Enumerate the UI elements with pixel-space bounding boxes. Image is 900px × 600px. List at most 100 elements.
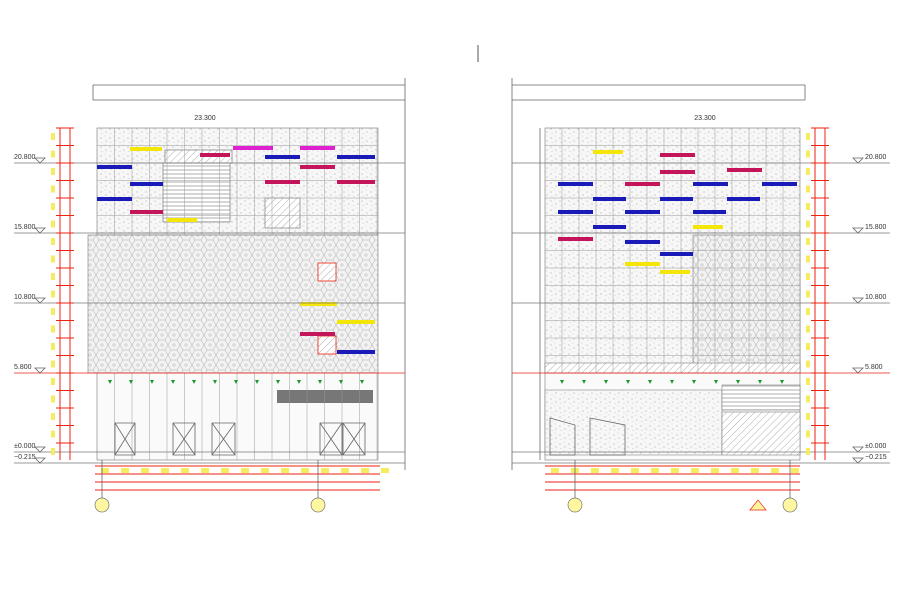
dimension-text <box>201 468 209 473</box>
roof-lines <box>511 78 806 470</box>
facade-bar <box>693 210 726 214</box>
perforated-zone <box>692 234 801 374</box>
axis-bubble <box>310 497 326 513</box>
dimension-text <box>51 168 55 175</box>
facade-bar <box>625 210 660 214</box>
dimension-text <box>806 290 810 298</box>
red-hatched-panel <box>317 335 337 355</box>
dimension-text <box>51 185 55 193</box>
level-label: 10.800 <box>865 294 887 301</box>
facade-bar <box>200 153 230 157</box>
dimension-text <box>51 378 55 385</box>
dimension-text <box>51 220 55 228</box>
hatched-panel <box>264 197 301 229</box>
dimension-text <box>771 468 779 473</box>
door <box>114 422 136 456</box>
level-label: 20.800 <box>865 154 887 161</box>
dimension-text <box>731 468 739 473</box>
dimension-text <box>321 468 329 473</box>
right-elevation: 23.300 <box>511 78 806 470</box>
dimension-text <box>51 448 55 455</box>
facade-bar <box>97 165 132 169</box>
dimension-text <box>51 150 55 158</box>
level-symbol <box>34 367 46 374</box>
level-symbol <box>34 446 46 453</box>
facade-bar <box>337 155 375 159</box>
dimension-text <box>241 468 249 473</box>
facade-bar <box>660 197 693 201</box>
facade-bar <box>167 218 197 222</box>
dimension-text <box>806 395 810 403</box>
dimension-text <box>51 273 55 280</box>
marker <box>780 380 784 384</box>
door <box>342 422 366 456</box>
level-symbol <box>852 227 864 234</box>
dimension-text <box>51 203 55 210</box>
dimension-text <box>806 430 810 438</box>
facade-bar <box>97 197 132 201</box>
marker <box>297 380 301 384</box>
marker <box>560 380 564 384</box>
dimension-text <box>651 468 659 473</box>
level-label: 20.800 <box>14 154 36 161</box>
marker <box>129 380 133 384</box>
dimension-text <box>806 255 810 263</box>
marker <box>276 380 280 384</box>
facade-bar <box>558 237 593 241</box>
facade-bar <box>300 146 335 150</box>
facade-bar <box>300 165 335 169</box>
left-elevation: 23.300 <box>87 78 406 470</box>
facade-bar <box>660 153 695 157</box>
annotations: 20.800 15.800 10.800 5.800 ±0.000 −0.215 20.80… <box>14 127 890 513</box>
facade-bar <box>265 155 300 159</box>
marker <box>339 380 343 384</box>
level-label: 5.800 <box>14 364 32 371</box>
facade-bar <box>130 210 163 214</box>
facade-bar <box>660 270 690 274</box>
marker <box>604 380 608 384</box>
facade-bar <box>593 150 623 154</box>
dimension-text <box>591 468 599 473</box>
ground-panels <box>544 389 723 456</box>
dimension-text <box>806 343 810 350</box>
glazing <box>721 411 801 456</box>
marker <box>171 380 175 384</box>
top-level: 23.300 <box>194 115 216 122</box>
dimension-text <box>791 468 799 473</box>
dimension-text <box>806 133 810 140</box>
dimension-text <box>806 360 810 368</box>
level-label: 15.800 <box>14 224 36 231</box>
marker <box>108 380 112 384</box>
level-label: 15.800 <box>865 224 887 231</box>
marker <box>670 380 674 384</box>
door <box>172 422 196 456</box>
dimension-text <box>806 325 810 333</box>
louver-block <box>162 162 231 223</box>
top-level: 23.300 <box>694 115 716 122</box>
marker <box>213 380 217 384</box>
level-label: ±0.000 <box>865 443 886 450</box>
level-symbol <box>852 157 864 164</box>
level-symbol <box>34 297 46 304</box>
dimension-text <box>161 468 169 473</box>
level-symbol <box>852 446 864 453</box>
facade-bar <box>130 182 163 186</box>
level-label: 10.800 <box>14 294 36 301</box>
dimension-text <box>181 468 189 473</box>
dimension-text <box>806 220 810 228</box>
facade-bar <box>762 182 797 186</box>
dimension-text <box>551 468 559 473</box>
level-label: −0.215 <box>14 454 36 461</box>
facade-bar <box>233 146 273 150</box>
facade-bar <box>337 320 375 324</box>
dimension-text <box>51 290 55 298</box>
dimension-text <box>806 273 810 280</box>
dimension-text <box>806 168 810 175</box>
red-hatched-panel <box>317 262 337 282</box>
roof-lines <box>92 78 406 470</box>
level-label: 5.800 <box>865 364 883 371</box>
facade-bar <box>300 302 337 306</box>
dimension-text <box>101 468 109 473</box>
facade-bar <box>660 252 693 256</box>
